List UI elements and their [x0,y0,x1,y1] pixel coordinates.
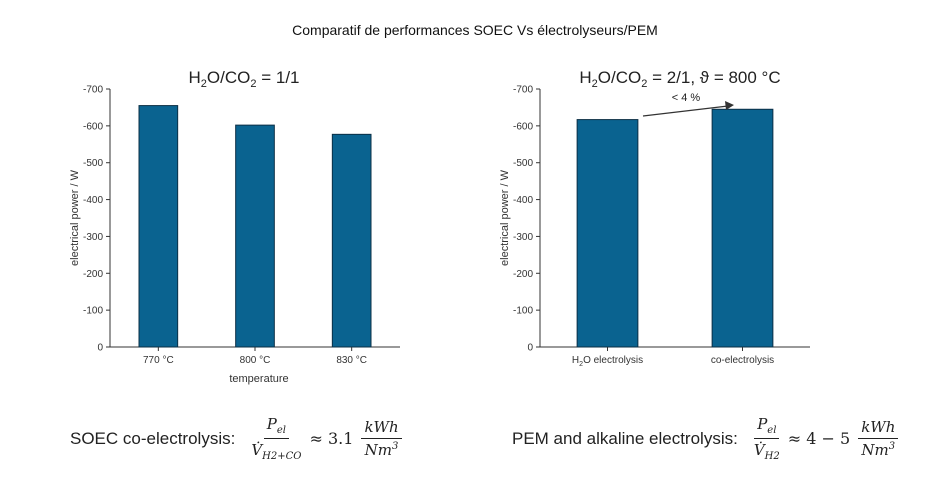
x-tick-label: 800 °C [240,355,271,366]
x-tick-label: H2O electrolysis [572,355,643,368]
x-ticks: 770 °C 800 °C 830 °C [143,347,367,366]
y-tick-label: -500 [83,158,103,169]
x-axis-label: temperature [229,373,288,385]
x-ticks: H2O electrolysis co-electrolysis [572,347,774,368]
y-tick-label: -300 [83,232,103,243]
y-tick-label: -700 [513,85,533,96]
fraction-unit: kWh Nm3 [858,418,899,459]
y-tick-label: 0 [97,343,103,354]
increase-arrow [642,105,729,117]
formula-label: PEM and alkaline electrolysis: [512,428,738,448]
y-tick-label: -400 [83,195,103,206]
fraction-power-flow: Pel V̇H2 [753,415,780,462]
formula-pem: PEM and alkaline electrolysis: Pel V̇H2 … [512,415,902,462]
y-tick-label: -700 [83,85,103,96]
fraction-power-flow: Pel V̇H2+CO [251,415,302,462]
y-tick-label: -200 [513,269,533,280]
x-tick-label: co-electrolysis [711,355,774,366]
bars [576,108,774,348]
bar [331,133,372,348]
y-tick-label: 0 [527,343,533,354]
fraction-unit: kWh Nm3 [361,418,402,459]
y-tick-label: -100 [83,306,103,317]
y-ticks: -700 -600 -500 -400 -300 -200 -100 0 [83,85,110,354]
y-axis-label: electrical power / W [499,169,511,266]
y-tick-label: -300 [513,232,533,243]
y-tick-label: -600 [513,121,533,132]
y-tick-label: -600 [83,121,103,132]
formula-soec: SOEC co-electrolysis: Pel V̇H2+CO ≈ 3.1 … [70,415,406,462]
bars [138,105,372,348]
annotation-label: < 4 % [672,92,701,104]
chart-title: H2O/CO2 = 2/1, ϑ = 800 °C [579,68,780,90]
y-ticks: -700 -600 -500 -400 -300 -200 -100 0 [513,85,540,354]
y-tick-label: -500 [513,158,533,169]
bar [138,105,179,348]
chart-title: H2O/CO2 = 1/1 [189,68,300,90]
x-tick-label: 830 °C [336,355,367,366]
arrow-head-icon [725,101,734,110]
page-title: Comparatif de performances SOEC Vs élect… [292,22,658,38]
y-axis-label: electrical power / W [69,169,81,266]
y-tick-label: -200 [83,269,103,280]
bar [235,124,275,348]
y-tick-label: -400 [513,195,533,206]
bar [576,119,639,348]
chart-left: H2O/CO2 = 1/1 -700 -600 -500 -400 -300 -200 -1… [69,68,400,385]
x-tick-label: 770 °C [143,355,174,366]
chart-right: H2O/CO2 = 2/1, ϑ = 800 °C -700 -600 -500 -4… [499,68,810,368]
y-tick-label: -100 [513,306,533,317]
formula-label: SOEC co-electrolysis: [70,428,236,448]
bar [711,108,774,348]
